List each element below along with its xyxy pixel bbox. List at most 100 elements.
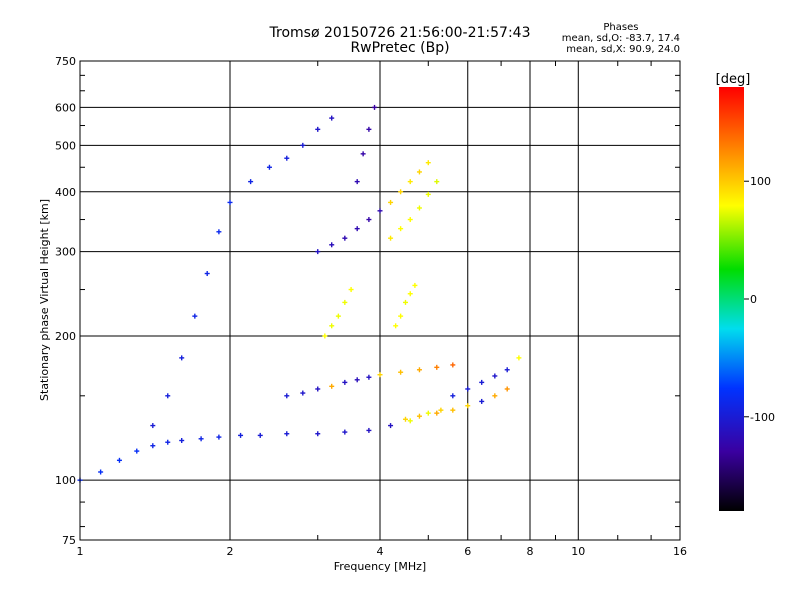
echo-point bbox=[407, 291, 413, 297]
echo-point bbox=[315, 126, 321, 132]
echo-point bbox=[438, 407, 444, 413]
echo-point bbox=[150, 443, 156, 449]
colorbar-tick-label: -100 bbox=[750, 411, 775, 424]
x-tick-label: 1 bbox=[77, 545, 84, 558]
echo-point bbox=[425, 191, 431, 197]
echo-point bbox=[402, 299, 408, 305]
echo-point bbox=[366, 427, 372, 433]
chart-title: Tromsø 20150726 21:56:00-21:57:43 bbox=[269, 25, 531, 41]
echo-point bbox=[342, 379, 348, 385]
echo-point bbox=[479, 379, 485, 385]
echo-point bbox=[354, 377, 360, 383]
echo-point bbox=[315, 386, 321, 392]
y-tick-label: 500 bbox=[55, 139, 76, 152]
x-tick-label: 6 bbox=[464, 545, 471, 558]
colorbar bbox=[719, 87, 744, 511]
echo-point bbox=[257, 432, 263, 438]
echo-point bbox=[398, 313, 404, 319]
echo-point bbox=[425, 160, 431, 166]
echo-point bbox=[366, 374, 372, 380]
phase-stats-header: Phases bbox=[603, 22, 639, 33]
echo-point bbox=[377, 372, 383, 378]
echo-point bbox=[266, 164, 272, 170]
echo-point bbox=[192, 313, 198, 319]
echo-point bbox=[315, 431, 321, 437]
echo-point bbox=[354, 179, 360, 185]
echo-point bbox=[248, 179, 254, 185]
echo-point bbox=[465, 386, 471, 392]
echo-point bbox=[98, 469, 104, 475]
echo-point bbox=[516, 355, 522, 361]
echo-point bbox=[412, 282, 418, 288]
x-tick-label: 16 bbox=[673, 545, 687, 558]
plot-frame bbox=[79, 60, 681, 541]
echo-point bbox=[377, 208, 383, 214]
echo-point bbox=[150, 423, 156, 429]
echo-point bbox=[492, 373, 498, 379]
y-tick-label: 200 bbox=[55, 330, 76, 343]
echo-point bbox=[372, 104, 378, 110]
echo-point bbox=[198, 436, 204, 442]
echo-point bbox=[315, 249, 321, 255]
colorbar-tick-label: 100 bbox=[750, 175, 771, 188]
echo-point bbox=[434, 364, 440, 370]
echo-point bbox=[216, 229, 222, 235]
echo-point bbox=[492, 393, 498, 399]
colorbar-label: [deg] bbox=[716, 72, 751, 87]
echo-point bbox=[204, 271, 210, 277]
echo-point bbox=[179, 355, 185, 361]
echo-point bbox=[354, 226, 360, 232]
echo-point bbox=[284, 155, 290, 161]
echo-point bbox=[366, 217, 372, 223]
x-tick-label: 2 bbox=[227, 545, 234, 558]
y-tick-label: 600 bbox=[55, 101, 76, 114]
echo-point bbox=[388, 235, 394, 241]
echo-point bbox=[416, 367, 422, 373]
echo-point bbox=[329, 115, 335, 121]
echo-point bbox=[360, 151, 366, 157]
x-tick-label: 4 bbox=[377, 545, 384, 558]
y-axis-label: Stationary phase Virtual Height [km] bbox=[38, 199, 51, 401]
y-tick-label: 750 bbox=[55, 55, 76, 68]
echo-point bbox=[335, 313, 341, 319]
echo-point bbox=[407, 217, 413, 223]
echo-point bbox=[216, 434, 222, 440]
echo-point bbox=[116, 457, 122, 463]
phase-stats-x: mean, sd,X: 90.9, 24.0 bbox=[566, 44, 680, 55]
echo-point bbox=[134, 448, 140, 454]
echo-point bbox=[388, 199, 394, 205]
echo-point bbox=[179, 438, 185, 444]
echo-point bbox=[393, 323, 399, 329]
echo-point bbox=[504, 386, 510, 392]
echo-point bbox=[402, 416, 408, 422]
echo-point bbox=[407, 179, 413, 185]
echo-point bbox=[342, 299, 348, 305]
echo-point bbox=[284, 431, 290, 437]
echo-point bbox=[416, 413, 422, 419]
echo-point bbox=[329, 242, 335, 248]
echo-point bbox=[342, 429, 348, 435]
echo-point bbox=[416, 169, 422, 175]
echo-point bbox=[342, 235, 348, 241]
echo-point bbox=[465, 403, 471, 409]
echo-point bbox=[348, 287, 354, 293]
echo-point bbox=[366, 126, 372, 132]
echo-point bbox=[398, 226, 404, 232]
y-tick-label: 100 bbox=[55, 474, 76, 487]
echo-point bbox=[450, 407, 456, 413]
chart-subtitle: RwPretec (Bp) bbox=[350, 40, 450, 56]
echo-point bbox=[165, 439, 171, 445]
echo-point bbox=[284, 393, 290, 399]
echo-point bbox=[398, 189, 404, 195]
y-tick-label: 300 bbox=[55, 246, 76, 259]
phase-stats: Phases mean, sd,O: -83.7, 17.4 mean, sd,… bbox=[562, 22, 680, 55]
echo-point bbox=[300, 142, 306, 148]
x-tick-label: 10 bbox=[571, 545, 585, 558]
echo-point bbox=[450, 362, 456, 368]
echo-point bbox=[398, 369, 404, 375]
echo-point bbox=[504, 367, 510, 373]
echo-point bbox=[407, 418, 413, 424]
echo-point bbox=[479, 398, 485, 404]
echo-point bbox=[165, 393, 171, 399]
